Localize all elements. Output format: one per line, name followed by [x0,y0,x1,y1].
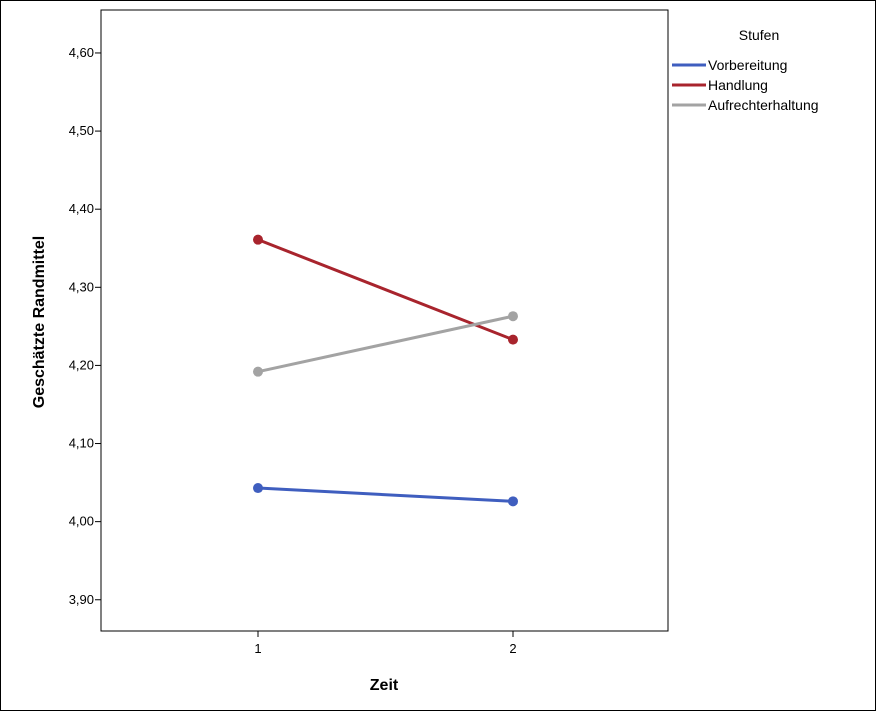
series-line-aufrechterhaltung [257,314,514,374]
y-axis-ticks: 3,90 4,00 4,10 4,20 4,30 4,40 4,50 4,60 [69,45,101,607]
y-tick-label: 4,00 [69,514,94,529]
data-point-vorbereitung [253,483,263,494]
y-axis-title: Geschätzte Randmittel [31,236,48,408]
data-point-handlung [508,334,518,345]
data-point-vorbereitung [508,496,518,507]
series-layer [253,234,518,507]
legend: Stufen Vorbereitung Handlung Aufrechterhal… [672,27,819,113]
legend-label-vorbereitung: Vorbereitung [708,57,787,73]
x-axis-title: Zeit [370,677,399,694]
legend-label-handlung: Handlung [708,77,768,93]
legend-title: Stufen [739,27,779,43]
data-point-aufrechterhaltung [508,311,518,322]
legend-label-aufrechterhaltung: Aufrechterhaltung [708,97,819,113]
y-tick-label: 3,90 [69,592,94,607]
y-tick-label: 4,60 [69,45,94,60]
y-tick-label: 4,50 [69,123,94,138]
x-tick-label: 1 [254,641,261,656]
y-tick-label: 4,20 [69,357,94,372]
series-line-handlung [257,238,514,342]
y-tick-label: 4,40 [69,201,94,216]
series-line-vorbereitung [257,486,514,503]
plot-area [100,9,669,632]
data-point-aufrechterhaltung [253,366,263,377]
y-tick-label: 4,30 [69,279,94,294]
data-point-handlung [253,234,263,245]
x-tick-label: 2 [509,641,516,656]
y-tick-label: 4,10 [69,436,94,451]
